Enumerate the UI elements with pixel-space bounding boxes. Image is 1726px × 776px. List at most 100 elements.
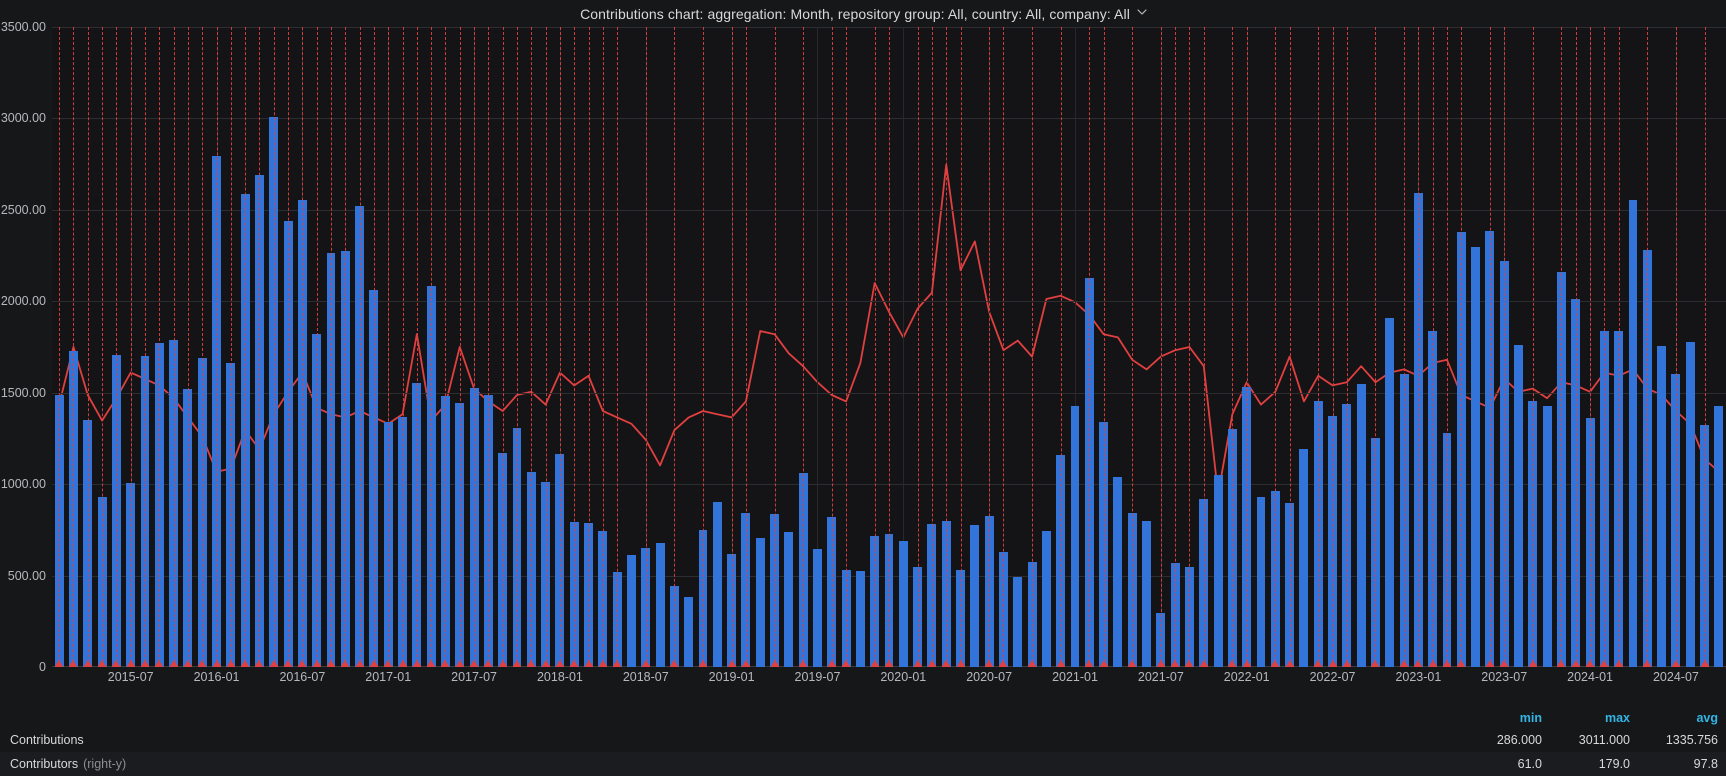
legend-col-avg[interactable]: avg [1696,711,1718,725]
bar[interactable] [1099,421,1109,667]
bar[interactable] [312,334,322,667]
annotation-line[interactable] [87,27,89,667]
annotation-line[interactable] [187,27,189,667]
annotation-marker[interactable] [1184,660,1195,667]
annotation-line[interactable] [1647,27,1649,667]
bar[interactable] [369,290,379,667]
bar[interactable] [541,482,551,667]
annotation-line[interactable] [145,27,146,667]
annotation-line[interactable] [245,27,247,667]
bar[interactable] [755,538,765,667]
bar[interactable] [1242,387,1252,667]
bar[interactable] [69,350,78,667]
annotation-marker[interactable] [297,660,308,667]
bar[interactable] [455,402,465,667]
annotation-marker[interactable] [1699,660,1710,667]
annotation-marker[interactable] [283,660,294,667]
bar[interactable] [212,155,221,667]
bar[interactable] [326,252,336,667]
annotation-marker[interactable] [1370,660,1381,667]
bar[interactable] [255,175,264,667]
panel-title-menu[interactable]: Contributions chart: aggregation: Month,… [580,6,1147,22]
bar[interactable] [727,553,737,667]
annotation-marker[interactable] [368,660,379,667]
bar[interactable] [340,251,350,667]
annotation-marker[interactable] [884,660,894,667]
bar[interactable] [1499,261,1509,667]
bar[interactable] [612,571,622,667]
annotation-marker[interactable] [526,660,537,667]
annotation-marker[interactable] [941,660,952,667]
annotation-marker[interactable] [1155,660,1166,667]
bar[interactable] [1299,449,1309,667]
bar[interactable] [1127,513,1137,667]
annotation-marker[interactable] [669,660,680,667]
annotation-marker[interactable] [769,660,780,667]
bar[interactable] [855,571,865,667]
annotation-line[interactable] [173,27,175,667]
bar[interactable] [970,525,980,667]
bar[interactable] [1142,520,1151,667]
legend-col-max[interactable]: max [1604,711,1630,725]
annotation-marker[interactable] [869,660,880,667]
annotation-line[interactable] [1461,27,1463,667]
annotation-marker[interactable] [225,660,236,667]
annotation-marker[interactable] [1585,660,1596,667]
bar[interactable] [956,570,965,667]
annotation-line[interactable] [1532,27,1534,667]
annotation-marker[interactable] [54,660,65,667]
annotation-line[interactable] [1432,27,1434,667]
annotation-line[interactable] [1375,27,1377,667]
bar[interactable] [870,536,880,667]
bar[interactable] [684,596,694,667]
bar[interactable] [655,542,665,667]
annotation-marker[interactable] [612,660,623,667]
annotation-marker[interactable] [998,660,1009,667]
annotation-marker[interactable] [68,660,79,667]
bar[interactable] [355,206,365,667]
annotation-marker[interactable] [1670,660,1681,667]
bar[interactable] [1571,299,1581,667]
bar[interactable] [641,548,651,667]
bar[interactable] [569,521,579,667]
bar[interactable] [526,472,536,667]
bar[interactable] [512,428,522,667]
annotation-line[interactable] [1404,27,1406,667]
bar[interactable] [226,362,236,667]
annotation-line[interactable] [230,27,232,667]
annotation-marker[interactable] [311,660,322,667]
bar[interactable] [1614,330,1624,667]
bar[interactable] [1213,475,1223,667]
annotation-marker[interactable] [197,660,208,667]
bar[interactable] [1628,199,1638,667]
bar[interactable] [999,551,1008,667]
annotation-marker[interactable] [984,660,995,667]
annotation-marker[interactable] [1027,660,1038,667]
annotation-line[interactable] [202,27,204,667]
annotation-marker[interactable] [1170,660,1181,667]
annotation-marker[interactable] [497,660,508,667]
annotation-line[interactable] [1561,27,1563,667]
annotation-line[interactable] [488,27,490,667]
annotation-marker[interactable] [111,660,122,667]
annotation-line[interactable] [130,27,132,667]
bar[interactable] [1428,331,1438,667]
annotation-line[interactable] [989,27,991,667]
annotation-line[interactable] [502,27,504,667]
annotation-marker[interactable] [540,660,551,667]
bar[interactable] [698,529,708,667]
annotation-marker[interactable] [1613,660,1624,667]
annotation-marker[interactable] [483,660,494,667]
annotation-marker[interactable] [1599,660,1610,667]
bar[interactable] [154,343,164,667]
annotation-line[interactable] [931,27,933,667]
annotation-line[interactable] [803,27,805,667]
annotation-line[interactable] [745,27,747,667]
bar[interactable] [1070,405,1080,667]
legend-series-name[interactable]: Contributors (right-y) [10,757,126,771]
annotation-line[interactable] [1132,27,1134,667]
annotation-line[interactable] [645,27,647,667]
annotation-marker[interactable] [1642,660,1653,667]
annotation-marker[interactable] [569,660,580,667]
annotation-marker[interactable] [1227,660,1238,667]
